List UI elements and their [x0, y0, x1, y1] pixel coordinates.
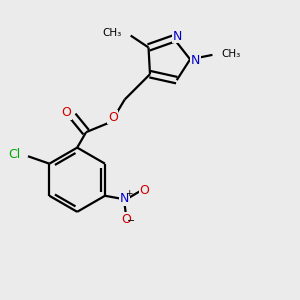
Text: N: N [191, 54, 200, 67]
Text: CH₃: CH₃ [102, 28, 121, 38]
Text: O: O [140, 184, 149, 196]
Text: −: − [127, 216, 135, 226]
Text: O: O [108, 111, 118, 124]
Text: +: + [125, 189, 133, 198]
Text: O: O [61, 106, 71, 119]
Text: O: O [122, 213, 131, 226]
Text: N: N [173, 30, 182, 43]
Text: CH₃: CH₃ [221, 49, 241, 59]
Text: N: N [120, 192, 129, 205]
Text: Cl: Cl [8, 148, 21, 161]
